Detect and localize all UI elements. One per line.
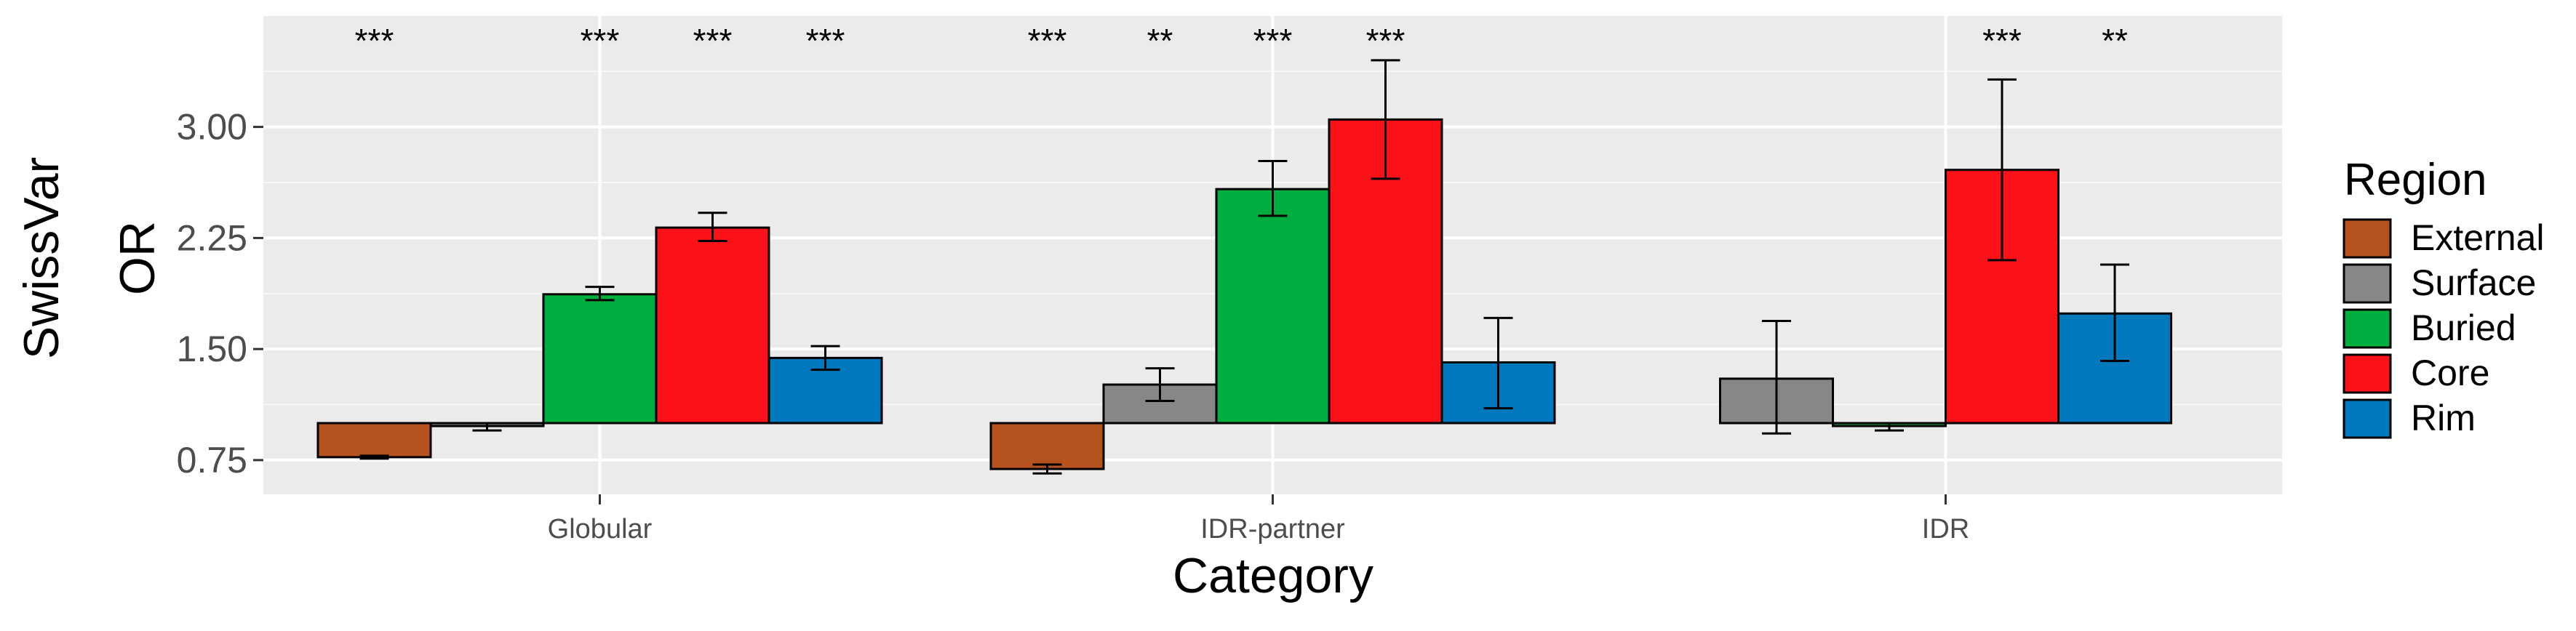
- y-tick-label: 2.25: [177, 217, 247, 258]
- legend-label: Surface: [2411, 262, 2536, 303]
- bar: [316, 422, 432, 459]
- bar: [989, 422, 1105, 470]
- significance-label: ***: [1366, 22, 1405, 60]
- y-tick-label: 1.50: [177, 329, 247, 369]
- legend-key: [2342, 353, 2392, 394]
- significance-label: ***: [1028, 22, 1067, 60]
- legend-key: [2342, 263, 2392, 304]
- legend-label: Buried: [2411, 308, 2516, 348]
- significance-label: ***: [1253, 22, 1293, 60]
- y-axis-title-line-1: SwissVar: [14, 157, 69, 359]
- y-axis-ticks: 0.75 1.50 2.25 3.00: [177, 107, 263, 481]
- y-tick-label: 3.00: [177, 107, 247, 148]
- significance-label: ***: [581, 22, 620, 60]
- bar: [1215, 188, 1331, 425]
- legend-label: External: [2411, 217, 2544, 258]
- x-axis-title: Category: [1173, 548, 1373, 603]
- significance-label: **: [2102, 22, 2128, 60]
- legend-key: [2342, 218, 2392, 259]
- y-axis-title-line-2: OR: [110, 221, 165, 295]
- significance-label: **: [1147, 22, 1173, 60]
- legend-title: Region: [2344, 155, 2487, 205]
- error-bars: [359, 59, 2129, 475]
- bars: [316, 118, 2172, 470]
- legend-key: [2342, 398, 2392, 439]
- legend-label: Core: [2411, 353, 2489, 393]
- significance-label: ***: [355, 22, 394, 60]
- bar: [542, 293, 658, 425]
- bar: [655, 226, 770, 425]
- x-tick-label: Globular: [548, 514, 653, 544]
- significance-labels: *** *** *** *** *** ** *** *** *** **: [355, 22, 2128, 60]
- significance-label: ***: [806, 22, 845, 60]
- x-tick-label: IDR-partner: [1200, 514, 1345, 544]
- x-tick-label: IDR: [1922, 514, 1969, 544]
- significance-label: ***: [693, 22, 733, 60]
- significance-label: ***: [1982, 22, 2022, 60]
- y-tick-label: 0.75: [177, 440, 247, 481]
- legend-label: Rim: [2411, 398, 2476, 438]
- x-axis-ticks: Globular IDR-partner IDR: [548, 494, 1969, 544]
- legend-key: [2342, 308, 2392, 349]
